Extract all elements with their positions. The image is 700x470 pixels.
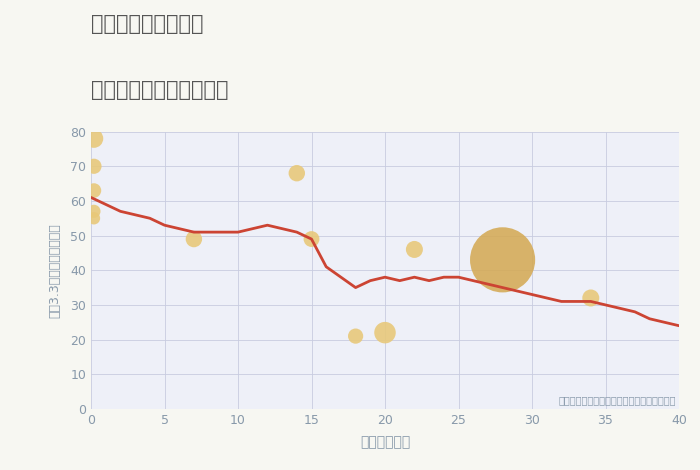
Point [291,169,302,177]
Point [379,329,391,337]
Point [88,163,99,170]
Point [497,256,508,264]
Point [350,332,361,340]
X-axis label: 築年数（年）: 築年数（年） [360,435,410,449]
Text: 築年数別中古戸建て価格: 築年数別中古戸建て価格 [91,80,228,100]
Text: 円の大きさは、取引のあった物件面積を示す: 円の大きさは、取引のあった物件面積を示す [559,395,676,406]
Point [88,187,99,194]
Y-axis label: 平（3.3㎡）単価（万円）: 平（3.3㎡）単価（万円） [49,223,62,318]
Point [88,214,99,222]
Text: 埼玉県鴻巣市上谷の: 埼玉県鴻巣市上谷の [91,14,204,34]
Point [409,246,420,253]
Point [306,235,317,243]
Point [88,135,99,142]
Point [88,208,99,215]
Point [188,235,199,243]
Point [585,294,596,302]
